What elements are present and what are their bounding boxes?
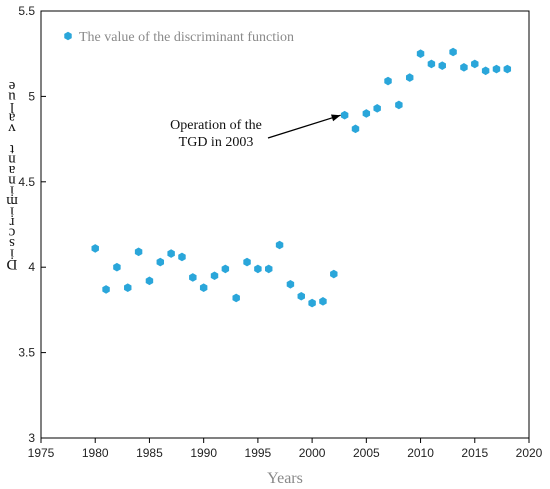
data-point: [167, 249, 175, 258]
data-point: [351, 124, 360, 134]
data-point: [189, 273, 197, 282]
x-axis-label: Years: [267, 470, 303, 487]
data-point: [156, 257, 165, 267]
data-point: [362, 109, 371, 118]
data-point: [221, 264, 230, 274]
annotation-arrowhead: [331, 114, 341, 122]
y-tick-label: 3.5: [18, 346, 35, 360]
data-point: [449, 47, 457, 57]
legend: The value of the discriminant function: [64, 30, 294, 45]
data-point: [265, 264, 273, 274]
y-tick-label: 5.5: [18, 4, 35, 18]
annotation: Operation of the TGD in 2003: [170, 114, 341, 150]
legend-label: The value of the discriminant function: [79, 30, 294, 45]
data-point: [492, 64, 501, 74]
data-point: [297, 291, 305, 301]
data-points: [91, 47, 512, 308]
x-tick-label: 1990: [190, 446, 217, 460]
data-point: [308, 298, 316, 308]
x-tick-label: 2020: [516, 446, 543, 460]
data-point: [319, 297, 327, 306]
annotation-arrow: [267, 114, 341, 139]
legend-marker: [64, 31, 72, 41]
data-point: [438, 61, 446, 70]
data-point: [232, 293, 240, 303]
data-point: [199, 283, 208, 292]
data-point: [254, 264, 262, 274]
x-tick-label: 1995: [245, 446, 272, 460]
data-point: [124, 283, 132, 292]
data-point: [405, 73, 414, 82]
y-tick-label: 4.5: [18, 175, 35, 189]
data-point: [91, 244, 99, 253]
data-point: [471, 59, 479, 69]
x-tick-label: 1975: [28, 446, 55, 460]
data-point: [481, 66, 490, 76]
data-point: [340, 110, 349, 120]
plot-area: [40, 10, 530, 439]
x-tick-label: 2000: [299, 446, 326, 460]
data-point: [384, 76, 392, 86]
y-tick-label: 3: [28, 431, 35, 445]
data-point: [427, 59, 436, 69]
data-point: [243, 257, 251, 267]
data-point: [145, 276, 154, 286]
annotation-text-line2: TGD in 2003: [179, 135, 254, 150]
y-tick-label: 5: [28, 89, 35, 103]
annotation-text-line1: Operation of the: [170, 118, 262, 133]
data-point: [178, 252, 186, 262]
data-point: [416, 49, 425, 58]
data-point: [134, 247, 143, 257]
data-point: [460, 63, 468, 72]
data-point: [210, 271, 219, 281]
data-point: [373, 104, 381, 113]
x-tick-label: 2010: [407, 446, 434, 460]
data-point: [330, 269, 338, 279]
data-point: [503, 64, 512, 74]
data-point: [102, 285, 110, 294]
data-point: [286, 279, 295, 289]
y-tick-label: 4: [28, 260, 35, 274]
x-tick-label: 1985: [136, 446, 163, 460]
x-tick-label: 2015: [461, 446, 488, 460]
data-point: [395, 100, 403, 110]
data-point: [275, 240, 284, 250]
y-axis-label: Discriminant value: [6, 78, 18, 272]
x-axis-ticks: 1975 1980 1985 1990 1995 2000 2005 2010 2015 2020: [28, 438, 543, 460]
data-point: [113, 262, 121, 272]
x-tick-label: 2005: [353, 446, 380, 460]
x-tick-label: 1980: [82, 446, 109, 460]
y-axis-ticks: 3 3.5 4 4.5 5 5.5: [18, 4, 46, 445]
